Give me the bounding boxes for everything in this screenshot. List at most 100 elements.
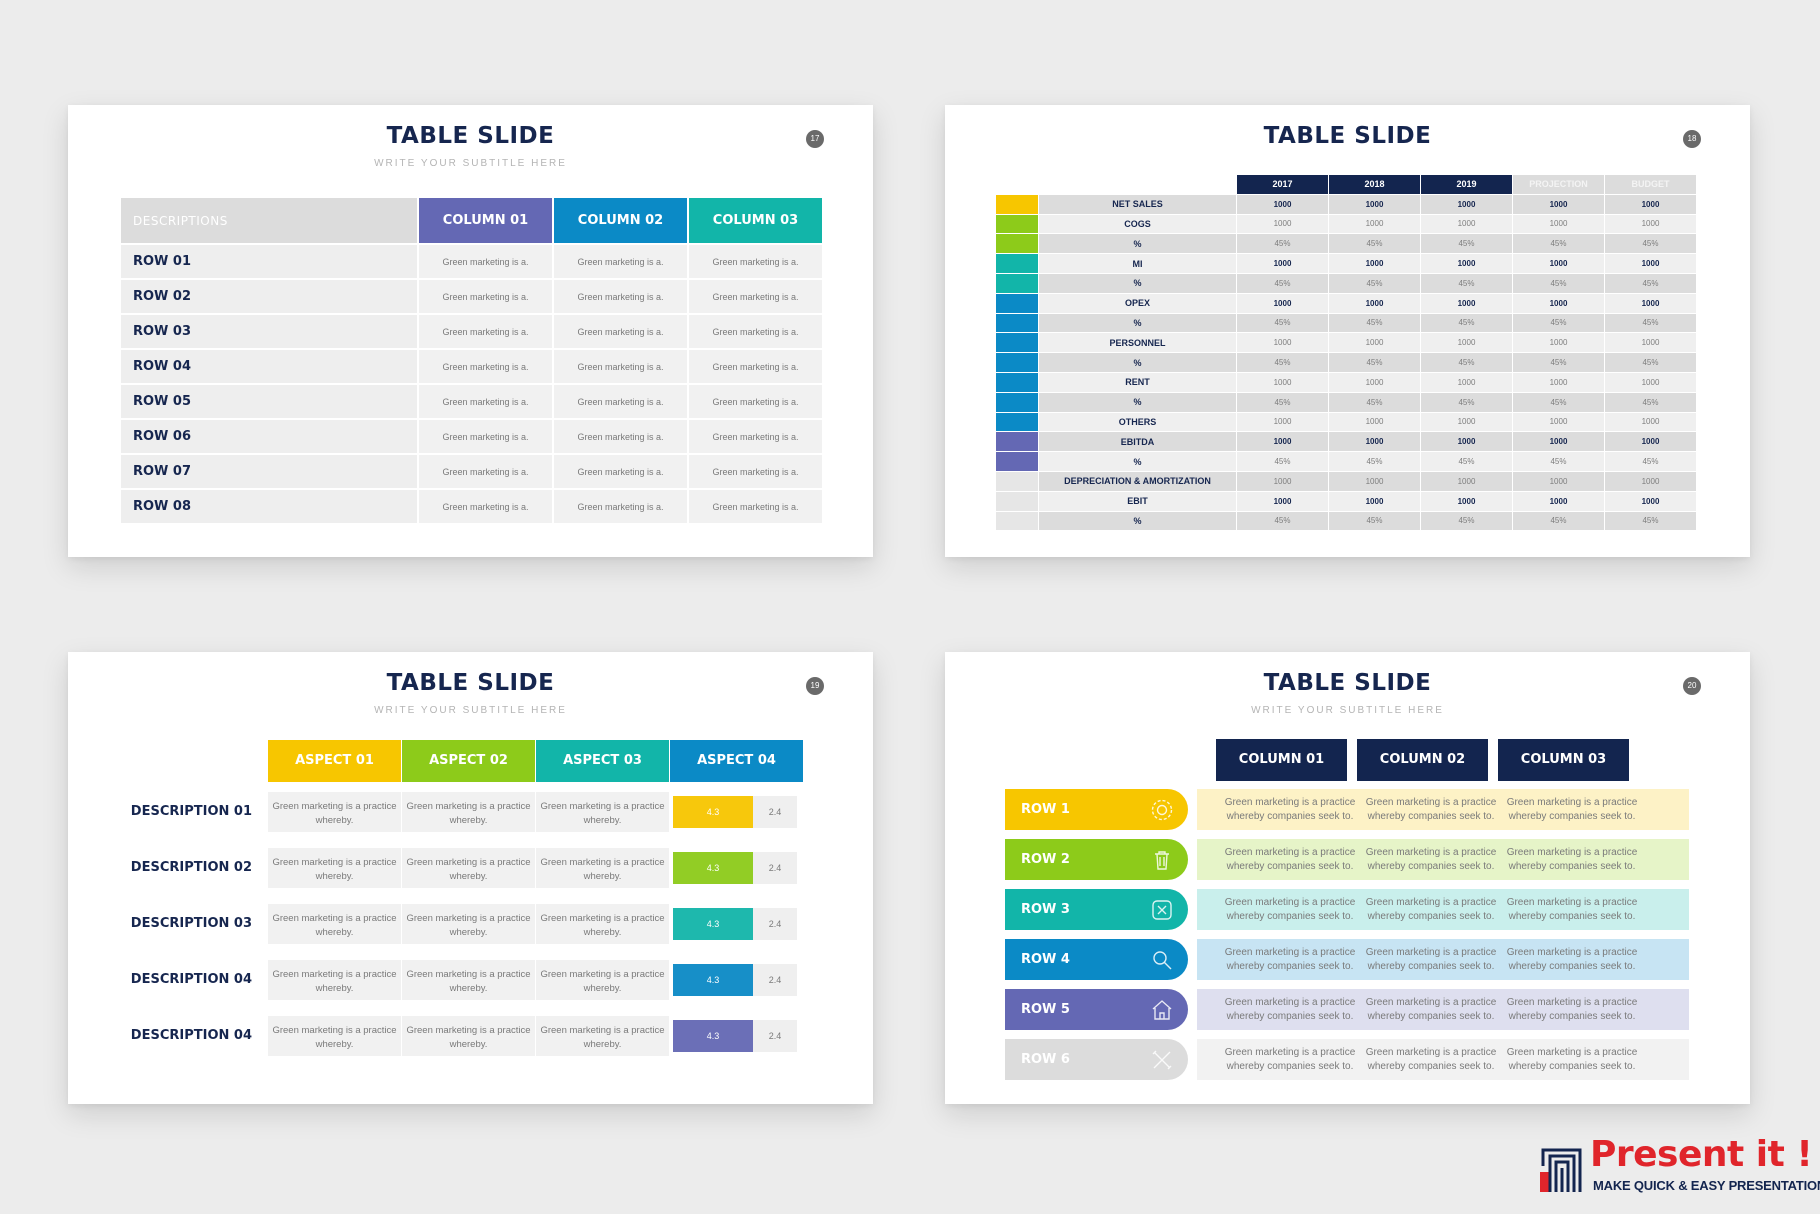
value-cell: 45%	[1421, 511, 1512, 531]
value-cell: 45%	[1421, 313, 1512, 333]
row-label: DESCRIPTION 03	[130, 916, 252, 931]
table-row: % 45% 45% 45% 45% 45%	[996, 511, 1696, 531]
row-label: ROW 3	[1021, 902, 1070, 917]
table-cell: Green marketing is a practice whereby.	[536, 960, 669, 1000]
compass-icon	[1152, 900, 1172, 920]
value-cell: 1000	[1605, 293, 1696, 313]
value-cell: 1000	[1513, 372, 1604, 392]
table-cell: Green marketing is a practice whereby co…	[1506, 947, 1638, 972]
table-cell: Green marketing is a practice whereby co…	[1224, 997, 1356, 1022]
table-cell: Green marketing is a practice whereby co…	[1506, 847, 1638, 872]
year-header: 2017	[1237, 175, 1328, 194]
value-cell: 45%	[1605, 234, 1696, 254]
row-label: %	[1039, 313, 1236, 333]
table-cell: Green marketing is a.	[554, 245, 687, 278]
slide-subtitle: WRITE YOUR SUBTITLE HERE	[374, 158, 567, 169]
row-band	[1197, 989, 1689, 1030]
table-cell: Green marketing is a.	[554, 455, 687, 488]
value-cell: 1000	[1605, 471, 1696, 491]
value-cell: 1000	[1329, 412, 1420, 432]
value-cell: 45%	[1329, 452, 1420, 471]
table-cell: Green marketing is a practice whereby.	[536, 904, 669, 944]
row-label: OPEX	[1039, 293, 1236, 313]
row-label: ROW 01	[121, 245, 417, 278]
table-cell: Green marketing is a.	[689, 420, 822, 453]
table-row: DESCRIPTION 02 Green marketing is a pract…	[68, 848, 873, 888]
table-row: ROW 3 Green marketing is a practice where…	[1005, 889, 1695, 930]
table-cell: Green marketing is a.	[689, 315, 822, 348]
table-cell: Green marketing is a.	[554, 420, 687, 453]
table-row: ROW 4 Green marketing is a practice where…	[1005, 939, 1695, 980]
table-row: MI 1000 1000 1000 1000 1000	[996, 254, 1696, 273]
color-swatch	[996, 353, 1038, 372]
value-cell: 45%	[1329, 392, 1420, 412]
table-cell: Green marketing is a practice whereby.	[402, 1016, 535, 1056]
table-row: ROW 6 Green marketing is a practice where…	[1005, 1039, 1695, 1080]
color-swatch	[996, 432, 1038, 452]
color-swatch	[996, 194, 1038, 214]
table-cell: Green marketing is a.	[689, 245, 822, 278]
table-row: COGS 1000 1000 1000 1000 1000	[996, 214, 1696, 234]
value-cell: 1000	[1605, 432, 1696, 452]
row-label: NET SALES	[1039, 194, 1236, 214]
table-row: % 45% 45% 45% 45% 45%	[996, 392, 1696, 412]
value-cell: 1000	[1421, 491, 1512, 511]
table-cell: Green marketing is a practice whereby co…	[1224, 947, 1356, 972]
year-header: BUDGET	[1605, 175, 1696, 194]
value-cell: 45%	[1237, 452, 1328, 471]
table-cell: Green marketing is a.	[419, 315, 552, 348]
table-cell: Green marketing is a practice whereby co…	[1506, 797, 1638, 822]
value-cell: 45%	[1513, 452, 1604, 471]
logo-tagline: MAKE QUICK & EASY PRESENTATIONS	[1593, 1178, 1820, 1193]
present-it-logo: Present it ! MAKE QUICK & EASY PRESENTAT…	[1540, 1134, 1820, 1196]
table-cell: Green marketing is a practice whereby co…	[1506, 1047, 1638, 1072]
table-cell: Green marketing is a.	[689, 385, 822, 418]
value-cell: 45%	[1513, 353, 1604, 372]
color-swatch	[996, 392, 1038, 412]
value-cell: 1000	[1605, 372, 1696, 392]
value-cell: 1000	[1329, 372, 1420, 392]
color-swatch	[996, 471, 1038, 491]
value-cell: 1000	[1237, 432, 1328, 452]
table-cell: Green marketing is a practice whereby co…	[1224, 847, 1356, 872]
table-row: % 45% 45% 45% 45% 45%	[996, 234, 1696, 254]
value-cell: 45%	[1513, 511, 1604, 531]
value-bar: 4.3	[673, 964, 753, 996]
value-cell: 1000	[1513, 471, 1604, 491]
aspect-header: ASPECT 04	[670, 740, 803, 782]
row-label: ROW 04	[121, 350, 417, 383]
table-row: ROW 02 Green marketing is a. Green marketi…	[121, 280, 822, 313]
year-header: PROJECTION	[1513, 175, 1604, 194]
value-cell: 1000	[1513, 412, 1604, 432]
table-row: DESCRIPTION 04 Green marketing is a pract…	[68, 1016, 873, 1056]
trash-icon	[1155, 851, 1169, 870]
table-cell: Green marketing is a practice whereby.	[268, 792, 401, 832]
value-cell: 1000	[1237, 333, 1328, 353]
row-label: RENT	[1039, 372, 1236, 392]
row-band	[1197, 889, 1689, 930]
value-cell: 1000	[1237, 412, 1328, 432]
row-band	[1197, 939, 1689, 980]
value-bar: 4.3	[673, 908, 753, 940]
row-label: %	[1039, 452, 1236, 471]
row-label: DESCRIPTION 02	[130, 860, 252, 875]
aspect-header-row: ASPECT 01 ASPECT 02 ASPECT 03 ASPECT 04	[268, 740, 804, 782]
table-cell: Green marketing is a.	[554, 385, 687, 418]
row-label: ROW 4	[1021, 952, 1070, 967]
table-cell: Green marketing is a practice whereby.	[536, 1016, 669, 1056]
column-header: DESCRIPTIONS	[121, 198, 417, 243]
row-label: ROW 06	[121, 420, 417, 453]
value-cell: 1000	[1421, 254, 1512, 273]
table-cell: Green marketing is a practice whereby.	[268, 960, 401, 1000]
year-header-row: 2017 2018 2019 PROJECTION BUDGET	[996, 175, 1696, 194]
row-label: MI	[1039, 254, 1236, 273]
value-label: 2.4	[753, 1020, 797, 1052]
row-label: ROW 05	[121, 385, 417, 418]
slide-title: TABLE SLIDE	[386, 670, 555, 696]
table-row: % 45% 45% 45% 45% 45%	[996, 313, 1696, 333]
value-cell: 45%	[1421, 452, 1512, 471]
value-cell: 45%	[1421, 353, 1512, 372]
table-row: DESCRIPTION 04 Green marketing is a pract…	[68, 960, 873, 1000]
table-row: % 45% 45% 45% 45% 45%	[996, 452, 1696, 471]
row-label: OTHERS	[1039, 412, 1236, 432]
